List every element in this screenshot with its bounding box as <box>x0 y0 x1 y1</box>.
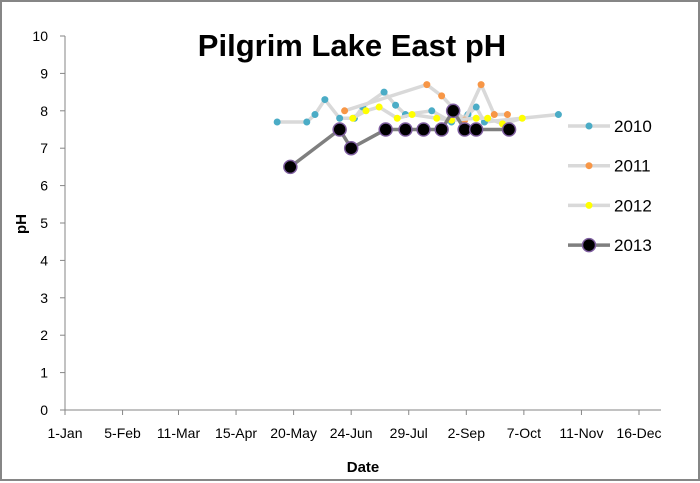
data-point-2010 <box>311 111 319 119</box>
legend-label-2012: 2012 <box>614 196 652 215</box>
y-axis-label: pH <box>13 214 30 234</box>
data-point-2011 <box>438 92 446 100</box>
data-point-2012 <box>408 111 416 119</box>
chart-title: Pilgrim Lake East pH <box>198 28 506 63</box>
data-point-2010 <box>428 107 436 115</box>
x-tick-label: 2-Sep <box>448 425 486 441</box>
x-tick-label: 16-Dec <box>616 425 661 441</box>
data-point-2013 <box>416 122 431 137</box>
series-2010 <box>273 88 562 126</box>
y-tick-label: 10 <box>32 28 48 44</box>
data-point-2010 <box>336 114 344 122</box>
y-tick-label: 3 <box>40 290 48 306</box>
data-point-2012 <box>375 103 383 111</box>
data-point-2012 <box>472 114 480 122</box>
x-tick-label: 15-Apr <box>215 425 257 441</box>
y-tick-label: 0 <box>40 402 48 418</box>
data-point-2010 <box>554 111 562 119</box>
data-point-2013 <box>378 122 393 137</box>
y-tick-label: 4 <box>40 252 48 268</box>
data-point-2012 <box>484 114 492 122</box>
x-tick-label: 7-Oct <box>507 425 541 441</box>
legend-label-2011: 2011 <box>614 157 651 176</box>
legend-label-2010: 2010 <box>614 117 652 136</box>
x-tick-label: 29-Jul <box>390 425 428 441</box>
data-point-2013 <box>501 122 517 137</box>
data-point-2011 <box>503 111 511 119</box>
data-point-2012 <box>393 114 401 122</box>
series-line-2010 <box>277 90 559 124</box>
y-tick-label: 1 <box>40 365 48 381</box>
x-tick-label: 1-Jan <box>47 425 82 441</box>
legend-marker-2012 <box>585 201 593 209</box>
data-point-2011 <box>423 81 431 89</box>
y-tick-label: 2 <box>40 327 48 343</box>
series-2013 <box>283 103 517 175</box>
series-line-2011 <box>344 82 508 122</box>
data-point-2011 <box>341 107 349 115</box>
data-point-2012 <box>362 107 370 115</box>
legend-marker-2013 <box>581 237 597 253</box>
legend-marker-2010 <box>585 122 593 130</box>
data-point-2012 <box>518 114 526 122</box>
x-tick-label: 24-Jun <box>330 425 373 441</box>
y-tick-label: 8 <box>40 103 48 119</box>
legend-label-2013: 2013 <box>614 236 652 255</box>
data-point-2010 <box>472 103 480 111</box>
data-point-2010 <box>303 118 311 126</box>
data-point-2010 <box>392 101 400 109</box>
data-point-2013 <box>434 122 449 137</box>
y-tick-label: 7 <box>40 140 48 156</box>
y-tick-label: 9 <box>40 65 48 81</box>
data-point-2011 <box>490 111 498 119</box>
x-tick-label: 5-Feb <box>104 425 141 441</box>
legend-marker-2011 <box>585 162 593 170</box>
data-point-2012 <box>349 114 357 122</box>
data-point-2013 <box>445 103 461 119</box>
data-point-2013 <box>398 122 413 137</box>
data-point-2011 <box>477 81 485 89</box>
x-tick-label: 11-Mar <box>157 425 201 441</box>
data-point-2010 <box>321 96 329 104</box>
y-tick-label: 6 <box>40 178 48 194</box>
data-point-2013 <box>283 159 298 175</box>
series-2012 <box>349 103 526 128</box>
x-axis-label: Date <box>347 459 380 476</box>
x-tick-label: 20-May <box>270 425 317 441</box>
data-point-2013 <box>332 122 347 137</box>
data-point-2012 <box>433 114 441 122</box>
y-tick-label: 5 <box>40 215 48 231</box>
data-point-2013 <box>468 122 484 137</box>
data-point-2010 <box>273 118 281 126</box>
x-tick-label: 11-Nov <box>559 425 603 441</box>
data-point-2013 <box>343 140 359 156</box>
data-point-2010 <box>380 88 388 96</box>
